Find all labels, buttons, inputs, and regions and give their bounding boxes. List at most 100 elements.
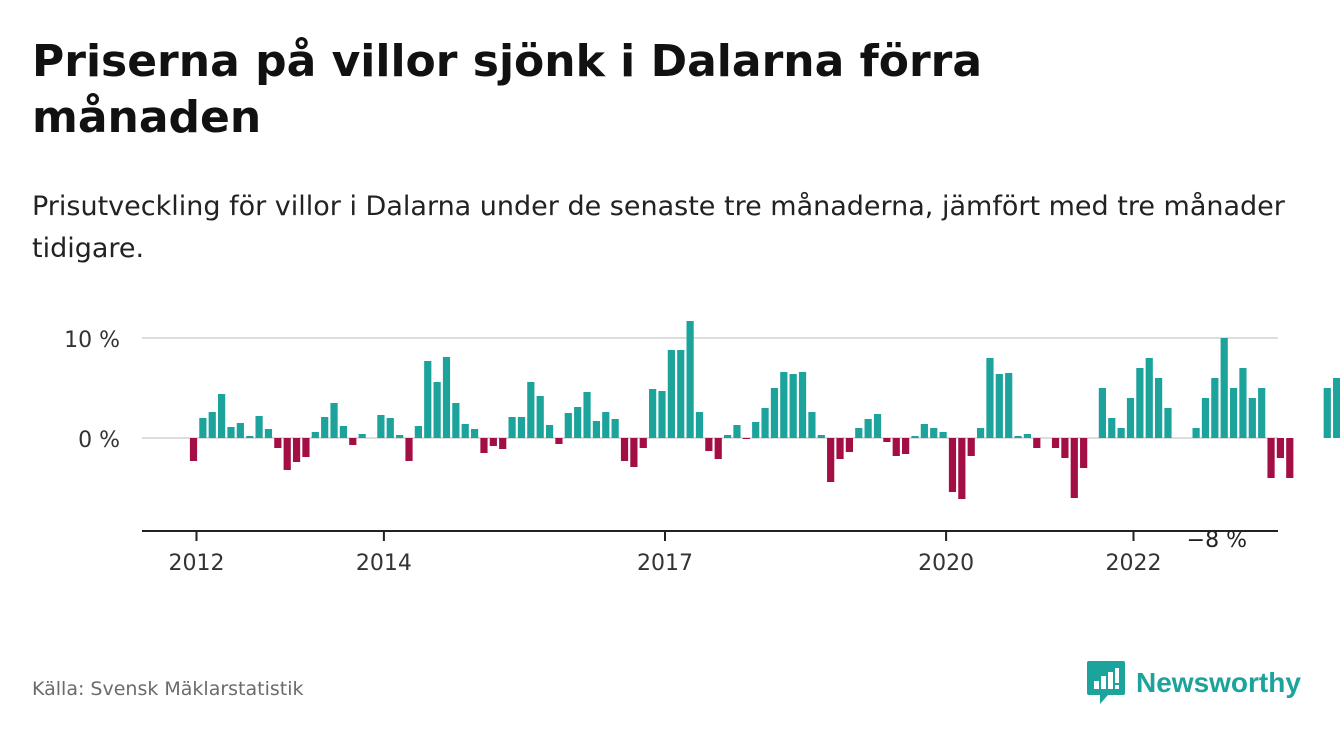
bar [517, 417, 526, 438]
bar [630, 438, 638, 467]
bar [752, 422, 760, 438]
bar [545, 425, 554, 438]
y-tick-label: 10 % [64, 328, 120, 353]
bar [733, 425, 741, 438]
bar [836, 438, 844, 459]
bar [1014, 436, 1022, 438]
bar [555, 438, 563, 444]
bar [1051, 438, 1060, 448]
bar [780, 372, 788, 438]
bar [873, 414, 882, 438]
bar [264, 429, 273, 438]
bar [705, 438, 713, 451]
bar [677, 350, 685, 438]
bar [1061, 438, 1069, 458]
bar [827, 438, 835, 482]
bar [536, 396, 544, 438]
bar [330, 403, 338, 438]
bar [1267, 438, 1275, 478]
bar [189, 438, 198, 461]
bar [433, 382, 441, 438]
bar [845, 438, 853, 452]
x-tick-label: 2014 [356, 551, 412, 576]
newsworthy-brand[interactable]: Newsworthy [1086, 660, 1301, 706]
bar [227, 427, 235, 438]
bar [1201, 398, 1210, 438]
bar [274, 438, 282, 448]
bar [611, 419, 619, 438]
bar [396, 435, 404, 438]
bar [911, 436, 919, 438]
x-tick-label: 2017 [637, 551, 693, 576]
bar [574, 407, 582, 438]
bar [1070, 438, 1078, 498]
bar [695, 412, 704, 438]
bar [358, 434, 366, 438]
bar [658, 391, 666, 438]
bar [499, 438, 507, 449]
bar [1005, 373, 1013, 438]
bar [1192, 428, 1200, 438]
bar [902, 438, 910, 454]
chart-subtitle: Prisutveckling för villor i Dalarna unde… [32, 191, 1285, 264]
bar [714, 438, 722, 459]
bar [723, 435, 732, 438]
x-axis [142, 530, 1278, 541]
brand-name: Newsworthy [1136, 667, 1301, 698]
bar [1286, 438, 1294, 478]
bar [639, 438, 647, 448]
x-tick-label: 2020 [918, 551, 974, 576]
bar [1136, 368, 1144, 438]
bar [292, 438, 301, 462]
bar [564, 413, 572, 438]
bar [1276, 438, 1285, 458]
bar [1145, 358, 1153, 438]
bar [620, 438, 629, 461]
bar [461, 424, 469, 438]
bar [377, 415, 385, 438]
bar [649, 389, 657, 438]
bar [452, 403, 460, 438]
bar [489, 438, 497, 446]
bar [1220, 338, 1228, 438]
bar [742, 438, 750, 439]
bar [986, 358, 994, 438]
bar [424, 361, 432, 438]
bar [1323, 388, 1331, 438]
bar [508, 417, 516, 438]
bar [255, 416, 263, 438]
bar [995, 374, 1003, 438]
bar [967, 438, 975, 456]
bar [1211, 378, 1219, 438]
bar [1155, 378, 1163, 438]
bar [199, 418, 207, 438]
bar [311, 432, 319, 438]
gridlines [142, 337, 1278, 439]
bar [855, 428, 863, 438]
bar [405, 438, 413, 461]
bar [1033, 438, 1041, 448]
bar [246, 436, 254, 438]
bar [583, 392, 591, 438]
bar [1080, 438, 1088, 468]
bars [189, 321, 1340, 499]
bar [761, 408, 769, 438]
bar [1117, 428, 1125, 438]
tick-labels: 10 % 0 % 2012 2014 2017 2020 2022 −8 % [64, 328, 1247, 576]
bar [236, 423, 244, 438]
bar [1333, 378, 1340, 438]
bar [218, 394, 226, 438]
bar [527, 382, 535, 438]
bar [883, 438, 891, 442]
bar [339, 426, 348, 438]
x-tick-label: 2022 [1106, 551, 1162, 576]
bar [789, 374, 797, 438]
bar [283, 438, 291, 470]
bar [808, 412, 816, 438]
bar [817, 435, 825, 438]
bar [667, 350, 675, 438]
newsworthy-logo-icon [1087, 661, 1125, 704]
bar [958, 438, 966, 499]
y-tick-label: 0 % [78, 428, 120, 453]
bar [1108, 418, 1116, 438]
